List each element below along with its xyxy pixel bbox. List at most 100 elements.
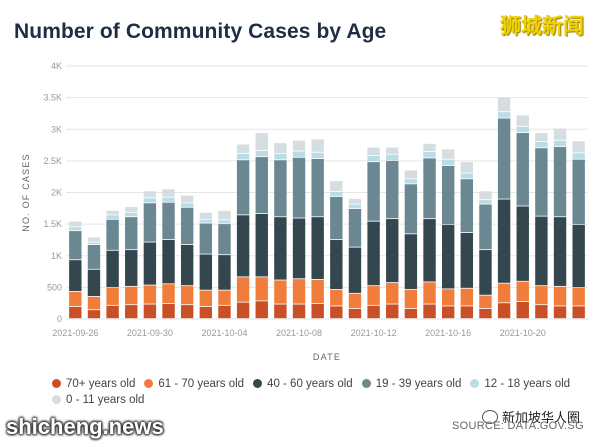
legend-item: 40 - 60 years old xyxy=(253,376,353,392)
bar-segment xyxy=(572,141,585,153)
bar-segment xyxy=(423,152,436,158)
watermark-top: 狮城新闻 xyxy=(500,14,584,38)
bar-segment xyxy=(143,191,157,198)
bar-segment xyxy=(404,308,418,319)
bar-segment xyxy=(218,305,231,319)
bar-segment xyxy=(180,203,194,207)
bar-segment xyxy=(292,218,306,279)
x-axis-label: DATE xyxy=(313,352,341,362)
bar-segment xyxy=(479,295,492,309)
bar-segment xyxy=(572,306,585,319)
bar-segment xyxy=(255,150,268,157)
bar-segment xyxy=(535,216,548,286)
legend-swatch xyxy=(144,379,154,388)
bar-segment xyxy=(199,212,213,219)
y-tick-label: 3K xyxy=(51,124,62,134)
watermark-wechat-label: 新加坡华人圈 xyxy=(501,411,580,426)
bar-segment xyxy=(125,286,138,305)
bar-segment xyxy=(348,247,362,293)
x-tick-label: 2021-10-08 xyxy=(276,328,322,338)
bar-segment xyxy=(236,160,250,215)
bar-segment xyxy=(69,291,82,307)
bar-segment xyxy=(255,214,268,277)
bar-segment xyxy=(441,289,455,306)
x-tick-label: 2021-10-20 xyxy=(500,328,546,338)
y-tick-label: 1.5K xyxy=(43,219,62,229)
bar-segment xyxy=(162,239,175,284)
bar-segment xyxy=(497,112,511,118)
bar-segment xyxy=(311,303,324,319)
bar-segment xyxy=(218,255,231,290)
bar-segment xyxy=(497,283,511,303)
bar-segment xyxy=(236,277,250,302)
bar-segment xyxy=(162,189,175,197)
bar-segment xyxy=(106,210,119,215)
bar-segment xyxy=(441,149,455,159)
bar-segment xyxy=(423,158,436,219)
y-tick-label: 500 xyxy=(47,282,62,292)
bar-segment xyxy=(180,195,194,203)
bar-segment xyxy=(367,305,380,319)
bar-segment xyxy=(516,133,529,206)
bar-segment xyxy=(553,146,567,217)
bar-segment xyxy=(143,304,157,319)
bar-segment xyxy=(516,301,529,319)
bar-segment xyxy=(497,199,511,283)
bar-segment xyxy=(311,217,324,279)
bar-segment xyxy=(255,157,268,214)
bar-segment xyxy=(199,219,213,223)
bar-segment xyxy=(69,306,82,319)
bar-segment xyxy=(199,223,213,254)
bar-segment xyxy=(553,217,567,286)
bar-segment xyxy=(106,305,119,319)
bar-segment xyxy=(87,269,101,297)
bar-segment xyxy=(348,208,362,247)
bar-segment xyxy=(125,305,138,319)
bar-segment xyxy=(330,196,343,240)
bar-segment xyxy=(236,144,250,154)
bar-segment xyxy=(143,198,157,203)
bar-segment xyxy=(516,206,529,281)
stacked-bar-chart: 0 500 1K 1.5K 2K 2.5K 3K 3.5K 4K NO. OF CASES 2021… xyxy=(21,61,588,362)
bar-segment xyxy=(87,310,101,319)
bar-segment xyxy=(516,281,529,302)
bar-segment xyxy=(143,285,157,304)
bar-segment xyxy=(274,304,287,319)
bar-segment xyxy=(330,191,343,197)
watermark-wechat: 新加坡华人圈 xyxy=(481,407,580,426)
bar-segment xyxy=(125,212,138,217)
bar-segment xyxy=(404,289,418,309)
wechat-icon xyxy=(481,410,498,424)
bar-segment xyxy=(553,286,567,306)
bar-segment xyxy=(69,221,82,227)
x-tick-label: 2021-10-12 xyxy=(351,328,397,338)
legend-swatch xyxy=(470,379,480,388)
bar-segment xyxy=(348,198,362,204)
y-tick-label: 2.5K xyxy=(43,156,62,166)
bar-segment xyxy=(460,288,474,306)
bar-segment xyxy=(441,159,455,166)
legend-label: 0 - 11 years old xyxy=(66,394,145,406)
bar-segment xyxy=(236,215,250,277)
bar-segment xyxy=(292,151,306,157)
bar-segment xyxy=(180,207,194,245)
bar-segment xyxy=(516,115,529,126)
bar-segment xyxy=(572,153,585,159)
bar-segment xyxy=(479,191,492,200)
bar-segment xyxy=(404,184,418,234)
bar-segment xyxy=(87,242,101,245)
bar-segment xyxy=(535,148,548,216)
bar-segment xyxy=(274,143,287,154)
bar-segment xyxy=(125,217,138,250)
bar-segment xyxy=(162,197,175,202)
bar-segment xyxy=(535,305,548,319)
bar-segment xyxy=(572,159,585,224)
bar-segment xyxy=(125,250,138,286)
x-tick-label: 2021-10-04 xyxy=(201,328,247,338)
x-tick-label: 2021-10-16 xyxy=(425,328,471,338)
bar-segment xyxy=(348,293,362,309)
watermark-bottom: shicheng.news xyxy=(6,414,164,439)
bar-segment xyxy=(218,290,231,305)
x-tick-label: 2021-09-26 xyxy=(52,328,98,338)
bar-segment xyxy=(423,143,436,152)
